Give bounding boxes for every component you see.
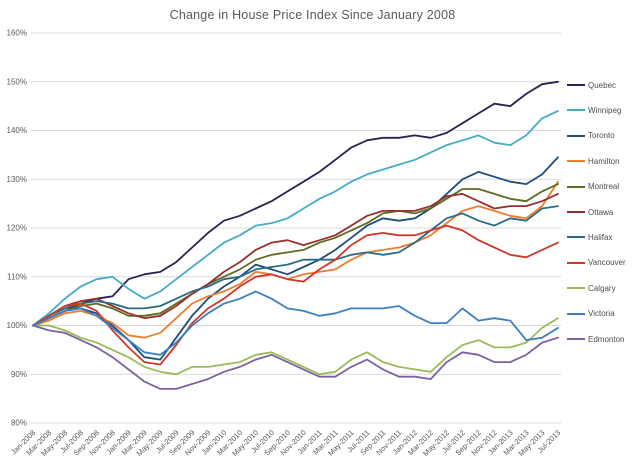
legend-swatch-calgary bbox=[567, 287, 585, 290]
y-axis-tick-label: 120% bbox=[7, 224, 27, 233]
legend-swatch-ottawa bbox=[567, 211, 585, 213]
legend-item-vancouver: Vancouver bbox=[567, 258, 626, 268]
series-line-edmonton bbox=[32, 324, 559, 390]
legend-item-halifax: Halifax bbox=[567, 232, 612, 242]
legend-item-toronto: Toronto bbox=[567, 131, 615, 141]
legend-item-ottawa: Ottawa bbox=[567, 207, 613, 217]
chart-legend: Quebec Winnipeg Toronto Hamilton Montreal Ott… bbox=[567, 0, 640, 465]
legend-swatch-edmonton bbox=[567, 338, 585, 340]
legend-swatch-toronto bbox=[567, 134, 585, 137]
legend-label-victoria: Victoria bbox=[588, 309, 615, 319]
y-axis-tick-label: 100% bbox=[7, 321, 27, 330]
series-line-quebec bbox=[32, 80, 559, 327]
legend-item-quebec: Quebec bbox=[567, 80, 616, 90]
y-axis-tick-label: 130% bbox=[7, 175, 27, 184]
legend-swatch-winnipeg bbox=[567, 109, 585, 112]
series-line-ottawa bbox=[32, 192, 559, 327]
y-axis-tick-label: 90% bbox=[11, 370, 27, 379]
legend-item-victoria: Victoria bbox=[567, 309, 615, 319]
series-line-calgary bbox=[32, 317, 559, 376]
legend-label-halifax: Halifax bbox=[588, 232, 613, 242]
legend-item-calgary: Calgary bbox=[567, 283, 616, 293]
legend-swatch-victoria bbox=[567, 312, 585, 315]
legend-label-quebec: Quebec bbox=[588, 80, 617, 90]
y-axis-tick-label: 110% bbox=[7, 272, 27, 281]
y-axis-tick-label: 80% bbox=[11, 419, 27, 428]
y-axis-tick-label: 150% bbox=[7, 77, 27, 86]
legend-swatch-montreal bbox=[567, 185, 585, 188]
legend-label-ottawa: Ottawa bbox=[588, 207, 614, 217]
series-line-vancouver bbox=[32, 224, 559, 366]
series-line-toronto bbox=[32, 156, 559, 361]
series-line-hamilton bbox=[32, 180, 559, 339]
legend-label-vancouver: Vancouver bbox=[588, 258, 626, 268]
legend-item-montreal: Montreal bbox=[567, 182, 619, 192]
series-line-montreal bbox=[32, 183, 559, 327]
legend-label-hamilton: Hamilton bbox=[588, 156, 620, 166]
y-axis-tick-label: 160% bbox=[7, 29, 27, 38]
legend-label-calgary: Calgary bbox=[588, 283, 616, 293]
legend-label-toronto: Toronto bbox=[588, 131, 615, 141]
series-line-victoria bbox=[32, 290, 559, 356]
legend-swatch-quebec bbox=[567, 84, 585, 86]
series-line-winnipeg bbox=[32, 110, 559, 327]
legend-item-winnipeg: Winnipeg bbox=[567, 105, 621, 115]
legend-swatch-vancouver bbox=[567, 261, 585, 264]
legend-label-winnipeg: Winnipeg bbox=[588, 105, 622, 115]
series-line-halifax bbox=[32, 205, 559, 327]
y-axis-tick-label: 140% bbox=[7, 126, 27, 135]
legend-item-hamilton: Hamilton bbox=[567, 156, 620, 166]
legend-swatch-halifax bbox=[567, 236, 585, 239]
legend-label-edmonton: Edmonton bbox=[588, 334, 625, 344]
legend-item-edmonton: Edmonton bbox=[567, 334, 624, 344]
legend-label-montreal: Montreal bbox=[588, 182, 620, 192]
chart-title: Change in House Price Index Since Januar… bbox=[169, 8, 456, 22]
legend-swatch-hamilton bbox=[567, 160, 585, 163]
